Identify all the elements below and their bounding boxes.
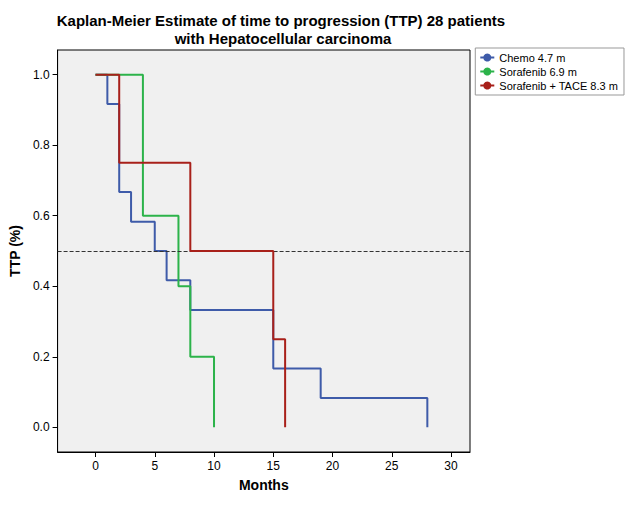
svg-text:15: 15 bbox=[267, 459, 281, 473]
svg-text:1.0: 1.0 bbox=[33, 68, 50, 82]
svg-text:with Hepatocellular carcinoma: with Hepatocellular carcinoma bbox=[174, 30, 392, 47]
svg-text:20: 20 bbox=[326, 459, 340, 473]
svg-text:5: 5 bbox=[151, 459, 158, 473]
svg-text:Sorafenib 6.9 m: Sorafenib 6.9 m bbox=[499, 66, 577, 78]
svg-text:0.8: 0.8 bbox=[33, 138, 50, 152]
svg-text:TTP (%): TTP (%) bbox=[7, 225, 23, 277]
svg-text:0.2: 0.2 bbox=[33, 350, 50, 364]
svg-text:10: 10 bbox=[207, 459, 221, 473]
svg-text:0: 0 bbox=[92, 459, 99, 473]
svg-text:Chemo 4.7 m: Chemo 4.7 m bbox=[499, 52, 565, 64]
svg-text:Sorafenib + TACE 8.3 m: Sorafenib + TACE 8.3 m bbox=[499, 80, 618, 92]
svg-text:Months: Months bbox=[239, 477, 289, 493]
svg-text:Kaplan-Meier Estimate of time: Kaplan-Meier Estimate of time to progres… bbox=[57, 12, 510, 29]
svg-text:30: 30 bbox=[444, 459, 458, 473]
svg-text:25: 25 bbox=[385, 459, 399, 473]
svg-text:0.6: 0.6 bbox=[33, 209, 50, 223]
svg-text:0.0: 0.0 bbox=[33, 420, 50, 434]
svg-text:0.4: 0.4 bbox=[33, 279, 50, 293]
